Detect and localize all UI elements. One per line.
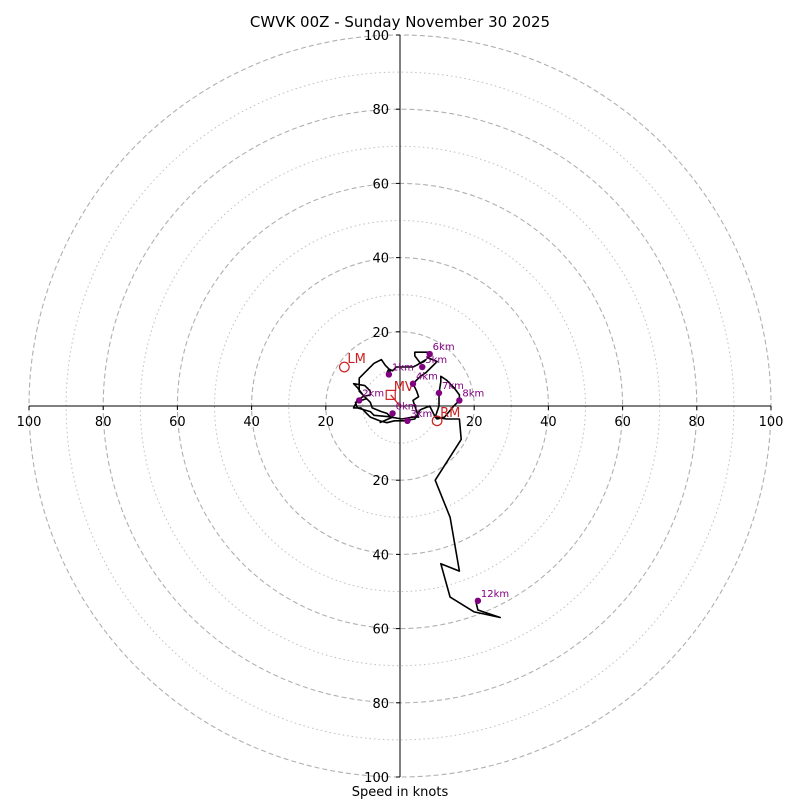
storm-motion-lm-symbol [338,361,350,373]
height-marker-dot [355,397,363,404]
height-marker-label: 4km [416,372,438,383]
storm-motion-mv-vector [390,394,401,407]
height-marker-label: 3km [410,409,432,420]
x-tick-label: 20 [466,415,483,430]
y-tick-label: 40 [372,252,389,267]
height-marker-label: 5km [425,355,447,366]
y-tick-labels: 100 80 60 40 20 20 40 60 80 100 [364,29,400,786]
height-marker-6km: 6km [426,342,455,358]
y-tick-label: 20 [372,474,389,489]
y-tick-label: 40 [372,548,389,563]
height-marker-4km: 4km [409,372,438,387]
y-tick-label: 100 [364,29,389,44]
height-marker-dot [385,371,393,378]
x-axis-label: Speed in knots [352,785,449,800]
x-tick-label: 60 [169,415,186,430]
height-marker-7km: 7km [435,381,464,397]
height-marker-dot [456,397,463,404]
height-marker-0km: 0km [389,401,418,417]
chart-title: CWVK 00Z - Sunday November 30 2025 [250,13,550,31]
storm-motion-rm-label: RM [440,406,460,421]
y-tick-label: 20 [372,326,389,341]
y-tick-label: 60 [372,623,389,638]
height-marker-label: 1km [392,362,414,373]
height-marker-1km: 1km [385,362,414,378]
x-tick-label: 80 [689,415,706,430]
x-tick-label: 80 [95,415,112,430]
hodograph-trace [352,351,502,619]
storm-motion-mv: MV [385,380,414,407]
storm-motion-rm-symbol [431,415,443,427]
y-tick-label: 80 [372,103,389,118]
height-marker-dot [419,363,426,371]
height-marker-3km: 3km [404,409,432,425]
storm-motion-markers: LM MV RM [338,352,460,427]
height-marker-dot [389,410,396,417]
height-marker-label: 12km [481,589,509,600]
storm-motion-lm-label: LM [347,352,365,367]
height-marker-label: 2km [362,388,384,399]
storm-motion-lm: LM [338,352,366,373]
height-marker-dot [435,389,443,397]
x-tick-label: 20 [318,415,335,430]
x-tick-labels: 100 80 60 40 20 20 40 60 80 100 [17,406,784,430]
height-marker-5km: 5km [419,355,447,371]
storm-motion-mv-symbol [385,389,396,400]
height-marker-label: 8km [462,388,484,399]
x-tick-label: 60 [614,415,631,430]
x-tick-label: 100 [759,415,784,430]
y-tick-label: 80 [372,697,389,712]
height-marker-dot [474,597,482,604]
height-marker-label: 0km [396,401,418,412]
hodograph-line [352,351,502,619]
x-tick-label: 40 [243,415,260,430]
height-marker-dot [404,417,411,425]
height-marker-12km: 12km [474,589,509,604]
y-tick-label: 100 [364,771,389,786]
height-marker-8km: 8km [456,388,484,404]
x-tick-label: 40 [540,415,557,430]
storm-motion-mv-label: MV [394,380,414,395]
height-marker-label: 6km [433,342,455,353]
storm-motion-rm: RM [431,406,460,427]
y-tick-label: 60 [372,177,389,192]
x-tick-label: 100 [17,415,42,430]
height-marker-2km: 2km [355,388,384,404]
height-marker-dot [426,350,433,358]
height-marker-label: 7km [442,381,464,392]
height-marker-dot [409,380,417,387]
